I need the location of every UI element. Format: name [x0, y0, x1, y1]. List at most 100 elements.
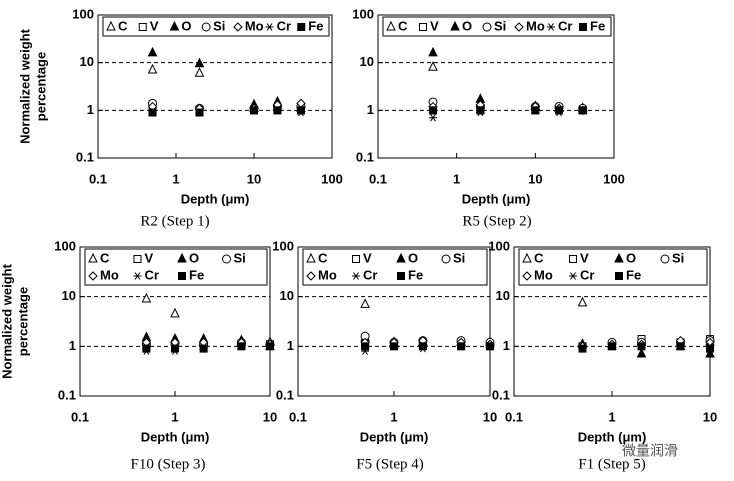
y-tick-label: 0.1 — [492, 387, 510, 402]
legend-marker — [482, 22, 492, 32]
legend-marker — [265, 23, 274, 31]
marker — [457, 342, 466, 351]
x-axis-label: Depth (μm) — [578, 429, 647, 444]
y-tick-label: 100 — [352, 6, 374, 21]
legend-label: O — [181, 18, 191, 33]
marker — [531, 106, 540, 115]
x-tick-label: 10 — [483, 409, 497, 424]
legend-marker — [169, 20, 180, 31]
x-tick-label: 10 — [263, 409, 277, 424]
legend-label: C — [100, 250, 110, 265]
y-axis-label: percentage — [33, 52, 48, 121]
marker — [361, 342, 370, 351]
legend-marker — [133, 272, 142, 280]
x-tick-label: 1 — [172, 171, 179, 186]
caption: F1 (Step 5) — [578, 456, 646, 472]
legend-marker — [615, 272, 623, 280]
x-tick-label: 100 — [321, 171, 343, 186]
legend-label: Mo — [526, 18, 545, 33]
legend-label: Fe — [308, 18, 323, 33]
y-tick-label: 10 — [80, 54, 94, 69]
x-tick-label: 10 — [247, 171, 261, 186]
y-tick-label: 100 — [72, 6, 94, 21]
marker — [428, 46, 438, 57]
legend-marker — [106, 20, 116, 31]
legend-marker — [133, 255, 142, 263]
legend-marker — [569, 272, 577, 280]
legend-label: Mo — [100, 267, 119, 282]
x-axis-label: Depth (μm) — [462, 191, 531, 206]
marker — [706, 344, 714, 353]
marker — [636, 347, 647, 358]
x-tick-label: 10 — [528, 171, 542, 186]
marker — [170, 307, 180, 318]
x-tick-label: 1 — [453, 171, 460, 186]
x-tick-label: 100 — [603, 171, 625, 186]
plot-frame — [97, 14, 333, 159]
y-tick-label: 1 — [503, 338, 510, 353]
marker — [266, 342, 274, 351]
marker — [428, 113, 437, 122]
marker — [147, 63, 158, 74]
x-tick-label: 0.1 — [369, 171, 387, 186]
legend-marker — [386, 20, 396, 31]
legend-marker — [306, 252, 316, 263]
marker — [555, 106, 564, 115]
legend-marker — [419, 23, 427, 31]
legend-marker — [233, 22, 243, 32]
x-axis-label: Depth (μm) — [141, 429, 210, 444]
plot-frame — [377, 14, 615, 159]
marker — [705, 347, 715, 358]
marker — [199, 344, 208, 353]
marker — [194, 57, 205, 68]
legend-marker — [441, 254, 451, 264]
y-axis-label: Normalized weight — [0, 263, 14, 379]
legend-marker — [397, 272, 405, 280]
legend-label: Si — [672, 250, 684, 265]
y-axis-label: Normalized weight — [17, 28, 32, 144]
y-tick-label: 1 — [287, 338, 294, 353]
x-tick-label: 10 — [703, 409, 717, 424]
legend-label: Cr — [277, 18, 291, 33]
marker — [273, 106, 282, 115]
legend-label: V — [150, 18, 159, 33]
x-tick-label: 0.1 — [505, 409, 523, 424]
legend-label: Fe — [408, 267, 423, 282]
marker — [171, 344, 179, 353]
legend-label: Mo — [245, 18, 264, 33]
legend-label: Mo — [534, 267, 553, 282]
legend-marker — [88, 252, 98, 263]
marker — [418, 342, 427, 351]
y-tick-label: 100 — [54, 238, 76, 253]
legend-marker — [178, 272, 186, 280]
legend-marker — [138, 23, 147, 31]
legend-label: Cr — [363, 267, 377, 282]
marker — [676, 342, 685, 351]
legend-label: Si — [213, 18, 225, 33]
y-tick-label: 10 — [280, 288, 294, 303]
marker — [476, 106, 485, 115]
legend-label: V — [363, 250, 372, 265]
legend-label: V — [430, 18, 439, 33]
legend-label: O — [189, 250, 199, 265]
marker — [250, 106, 258, 115]
legend-label: V — [145, 250, 154, 265]
legend-marker — [297, 23, 306, 31]
legend-box — [302, 248, 488, 286]
y-tick-label: 100 — [272, 238, 294, 253]
legend-label: Cr — [558, 18, 572, 33]
y-axis-label: percentage — [15, 287, 30, 356]
marker — [237, 342, 246, 351]
x-tick-label: 0.1 — [89, 171, 107, 186]
legend-label: Fe — [590, 18, 605, 33]
marker — [637, 342, 646, 351]
y-tick-label: 10 — [62, 288, 76, 303]
marker — [486, 342, 494, 351]
marker — [608, 342, 616, 351]
legend-marker — [450, 20, 460, 31]
legend-label: C — [398, 18, 408, 33]
legend-label: O — [408, 250, 418, 265]
y-tick-label: 1 — [69, 338, 76, 353]
legend-box — [102, 16, 330, 37]
